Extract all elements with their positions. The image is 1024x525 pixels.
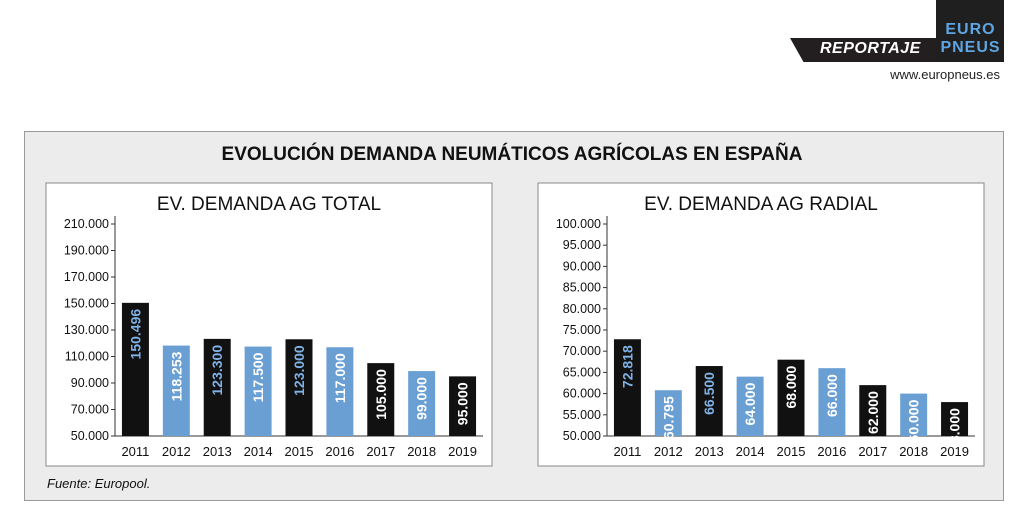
- chart-title: EV. DEMANDA AG TOTAL: [157, 194, 381, 215]
- bar-value-label: 117.500: [250, 352, 266, 402]
- y-tick-label: 170.000: [64, 270, 109, 284]
- chart-radial: EV. DEMANDA AG RADIAL 50.000 55.000 60.000 6…: [537, 182, 985, 467]
- x-tick-label: 2019: [448, 444, 477, 459]
- y-tick-label: 70.000: [71, 403, 109, 417]
- bar: [121, 302, 149, 436]
- bar-value-label: 105.000: [373, 369, 389, 420]
- bar: [162, 345, 190, 436]
- bar: [777, 359, 805, 436]
- y-tick-label: 60.000: [563, 387, 601, 401]
- x-tick-label: 2018: [407, 444, 436, 459]
- x-tick-label: 2013: [203, 444, 232, 459]
- bar: [449, 376, 477, 436]
- y-tick-label: 210.000: [64, 217, 109, 231]
- y-tick-label: 70.000: [563, 344, 601, 358]
- x-tick-label: 2011: [613, 444, 641, 459]
- website-url: www.europneus.es: [890, 67, 1000, 82]
- bar: [900, 393, 928, 436]
- bar-value-label: 62.000: [865, 391, 881, 434]
- bar-value-label: 60.795: [660, 396, 676, 439]
- x-tick-label: 2019: [940, 444, 969, 459]
- x-tick-label: 2011: [121, 444, 149, 459]
- bar-value-label: 60.000: [906, 399, 922, 442]
- bar-value-label: 72.818: [619, 345, 635, 388]
- y-tick-label: 190.000: [64, 244, 109, 258]
- reportaje-banner: REPORTAJE: [790, 38, 940, 62]
- x-tick-label: 2014: [736, 444, 765, 459]
- y-tick-label: 90.000: [563, 259, 601, 273]
- x-tick-label: 2016: [817, 444, 846, 459]
- x-tick-label: 2013: [695, 444, 724, 459]
- bar-value-label: 118.253: [168, 351, 184, 401]
- bar-value-label: 58.000: [947, 408, 963, 451]
- bar: [244, 346, 272, 436]
- x-tick-label: 2014: [244, 444, 273, 459]
- bar: [736, 376, 764, 436]
- bar: [941, 402, 969, 436]
- bar: [818, 368, 846, 436]
- y-tick-label: 130.000: [64, 323, 109, 337]
- bar: [203, 338, 231, 436]
- y-tick-label: 50.000: [563, 429, 601, 443]
- x-tick-label: 2015: [285, 444, 314, 459]
- main-title: EVOLUCIÓN DEMANDA NEUMÁTICOS AGRÍCOLAS E…: [221, 144, 803, 165]
- y-tick-label: 55.000: [563, 408, 601, 422]
- y-tick-label: 90.000: [71, 376, 109, 390]
- bar-value-label: 99.000: [414, 377, 430, 420]
- x-tick-label: 2017: [366, 444, 395, 459]
- bar: [613, 339, 641, 436]
- x-tick-label: 2017: [858, 444, 887, 459]
- bar-value-label: 64.000: [742, 382, 758, 425]
- bar: [859, 385, 887, 436]
- bar: [695, 366, 723, 436]
- y-tick-label: 75.000: [563, 323, 601, 337]
- bar-value-label: 117.000: [332, 353, 348, 403]
- source-note: Fuente: Europool.: [47, 476, 151, 491]
- europneus-logo: EURO PNEUS: [936, 0, 1004, 62]
- x-tick-label: 2012: [162, 444, 191, 459]
- logo-line-1: EURO: [945, 21, 996, 38]
- bar-value-label: 68.000: [783, 365, 799, 408]
- x-tick-label: 2016: [325, 444, 354, 459]
- bar-value-label: 95.000: [455, 382, 471, 425]
- y-tick-label: 80.000: [563, 302, 601, 316]
- bar-value-label: 66.500: [701, 372, 717, 415]
- bar: [326, 347, 354, 436]
- y-tick-label: 85.000: [563, 281, 601, 295]
- y-tick-label: 150.000: [64, 297, 109, 311]
- bar-value-label: 123.000: [291, 345, 307, 396]
- bar: [408, 371, 436, 436]
- bar: [654, 390, 682, 436]
- chart-total: EV. DEMANDA AG TOTAL 50.000 70.000 90.000 11…: [45, 182, 493, 467]
- y-tick-label: 65.000: [563, 365, 601, 379]
- bar: [285, 339, 313, 436]
- bar-value-label: 150.496: [127, 309, 143, 360]
- chart-title: EV. DEMANDA AG RADIAL: [644, 194, 878, 215]
- x-tick-label: 2015: [777, 444, 806, 459]
- y-tick-label: 50.000: [71, 429, 109, 443]
- y-tick-label: 110.000: [65, 350, 109, 364]
- x-tick-label: 2012: [654, 444, 683, 459]
- reportaje-label: REPORTAJE: [820, 40, 921, 57]
- x-tick-label: 2018: [899, 444, 928, 459]
- bar: [367, 363, 395, 436]
- y-tick-label: 100.000: [556, 217, 601, 231]
- logo-line-2: PNEUS: [940, 39, 1001, 56]
- bar-value-label: 123.300: [209, 345, 225, 396]
- bar-value-label: 66.000: [824, 374, 840, 417]
- y-tick-label: 95.000: [563, 238, 601, 252]
